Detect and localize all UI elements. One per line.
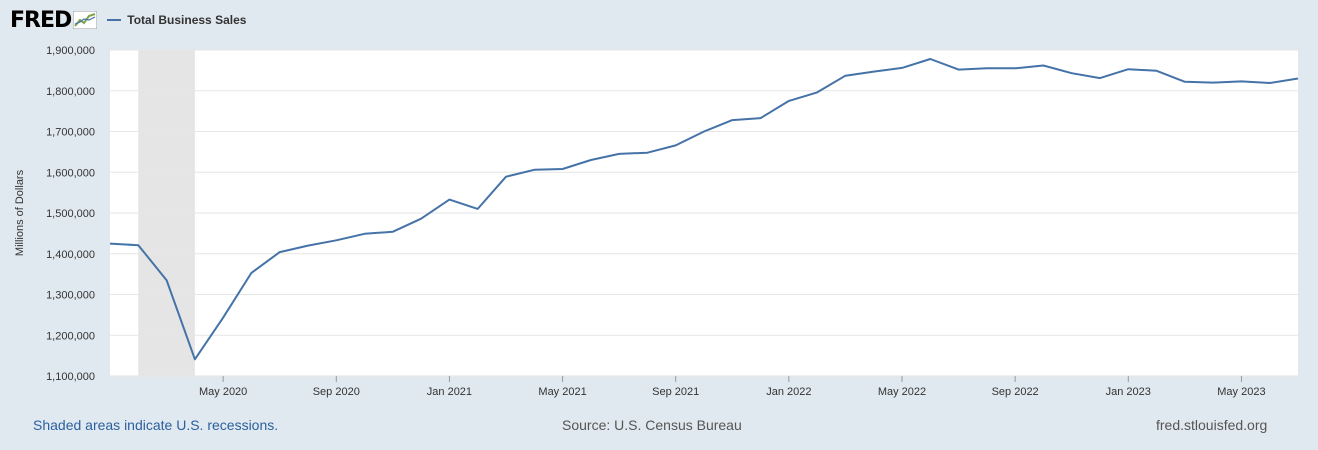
data-point[interactable] [219, 314, 227, 322]
data-point[interactable] [587, 156, 595, 164]
legend-label: Total Business Sales [127, 13, 247, 27]
y-tick-label: 1,700,000 [46, 127, 95, 139]
data-point[interactable] [813, 88, 821, 96]
data-point[interactable] [361, 230, 369, 238]
data-point[interactable] [615, 150, 623, 158]
y-axis-label: Millions of Dollars [14, 169, 26, 256]
y-tick-label: 1,200,000 [46, 330, 95, 342]
recession-note-link[interactable]: Shaded areas indicate U.S. recessions. [33, 417, 279, 433]
data-point[interactable] [955, 66, 963, 74]
data-point[interactable] [700, 128, 708, 136]
data-point[interactable] [106, 240, 114, 248]
data-point[interactable] [332, 236, 340, 244]
x-tick-label: May 2021 [538, 386, 586, 398]
line-chart: 1,100,000 1,200,000 1,300,000 1,400,000 1,50… [14, 45, 1302, 398]
data-point[interactable] [728, 116, 736, 124]
x-tick-label: Jan 2021 [427, 386, 472, 398]
data-point[interactable] [530, 166, 538, 174]
x-tick-label: Jan 2023 [1106, 386, 1151, 398]
data-point[interactable] [1153, 67, 1161, 75]
data-point[interactable] [785, 97, 793, 105]
gridlines [110, 49, 1298, 377]
data-point[interactable] [757, 114, 765, 122]
data-point[interactable] [898, 64, 906, 72]
data-point[interactable] [247, 269, 255, 277]
data-point[interactable] [134, 241, 142, 249]
y-tick-label: 1,900,000 [46, 45, 95, 57]
data-point[interactable] [643, 149, 651, 157]
data-point[interactable] [983, 64, 991, 72]
data-point[interactable] [191, 355, 199, 363]
data-point[interactable] [1266, 79, 1274, 87]
x-tick-label: Sep 2021 [652, 386, 699, 398]
x-axis-ticks: May 2020 Sep 2020 Jan 2021 May 2021 Sep 2021… [199, 376, 1266, 398]
fred-logo[interactable]: FRED [10, 7, 98, 33]
y-tick-label: 1,300,000 [46, 290, 95, 302]
data-point[interactable] [474, 205, 482, 213]
data-point[interactable] [389, 228, 397, 236]
data-point[interactable] [870, 68, 878, 76]
data-point[interactable] [926, 55, 934, 63]
x-tick-label: Jan 2022 [766, 386, 811, 398]
series-layer [106, 55, 1302, 363]
x-tick-label: Sep 2022 [992, 386, 1039, 398]
data-point[interactable] [304, 242, 312, 250]
y-tick-label: 1,500,000 [46, 208, 95, 220]
source-text: Source: U.S. Census Bureau [562, 417, 742, 433]
y-tick-label: 1,400,000 [46, 249, 95, 261]
y-axis-ticks: 1,100,000 1,200,000 1,300,000 1,400,000 1,50… [46, 45, 95, 383]
x-tick-label: May 2022 [878, 386, 926, 398]
data-point[interactable] [1237, 77, 1245, 85]
series-line[interactable] [109, 58, 1299, 361]
data-point[interactable] [1294, 75, 1302, 83]
data-point[interactable] [1011, 64, 1019, 72]
chart-header: FRED Total Business Sales [10, 6, 246, 34]
data-point[interactable] [1181, 78, 1189, 86]
x-tick-label: May 2023 [1217, 386, 1265, 398]
data-point[interactable] [417, 215, 425, 223]
y-tick-label: 1,800,000 [46, 86, 95, 98]
data-point[interactable] [502, 173, 510, 181]
data-point[interactable] [1068, 69, 1076, 77]
legend: Total Business Sales [107, 13, 246, 27]
x-tick-label: Sep 2020 [313, 386, 360, 398]
chart-line-icon [73, 11, 98, 29]
fred-logo-text: FRED [10, 7, 72, 33]
data-point[interactable] [1039, 61, 1047, 69]
data-point[interactable] [1096, 74, 1104, 82]
data-point[interactable] [841, 72, 849, 80]
data-point[interactable] [559, 165, 567, 173]
data-point[interactable] [1209, 79, 1217, 87]
y-tick-label: 1,100,000 [46, 371, 95, 383]
data-point[interactable] [672, 141, 680, 149]
data-point[interactable] [276, 248, 284, 256]
data-point[interactable] [445, 196, 453, 204]
x-tick-label: May 2020 [199, 386, 247, 398]
y-tick-label: 1,600,000 [46, 167, 95, 179]
legend-swatch [107, 19, 122, 21]
site-link[interactable]: fred.stlouisfed.org [1156, 417, 1268, 433]
data-point[interactable] [1124, 65, 1132, 73]
data-point[interactable] [163, 276, 171, 284]
